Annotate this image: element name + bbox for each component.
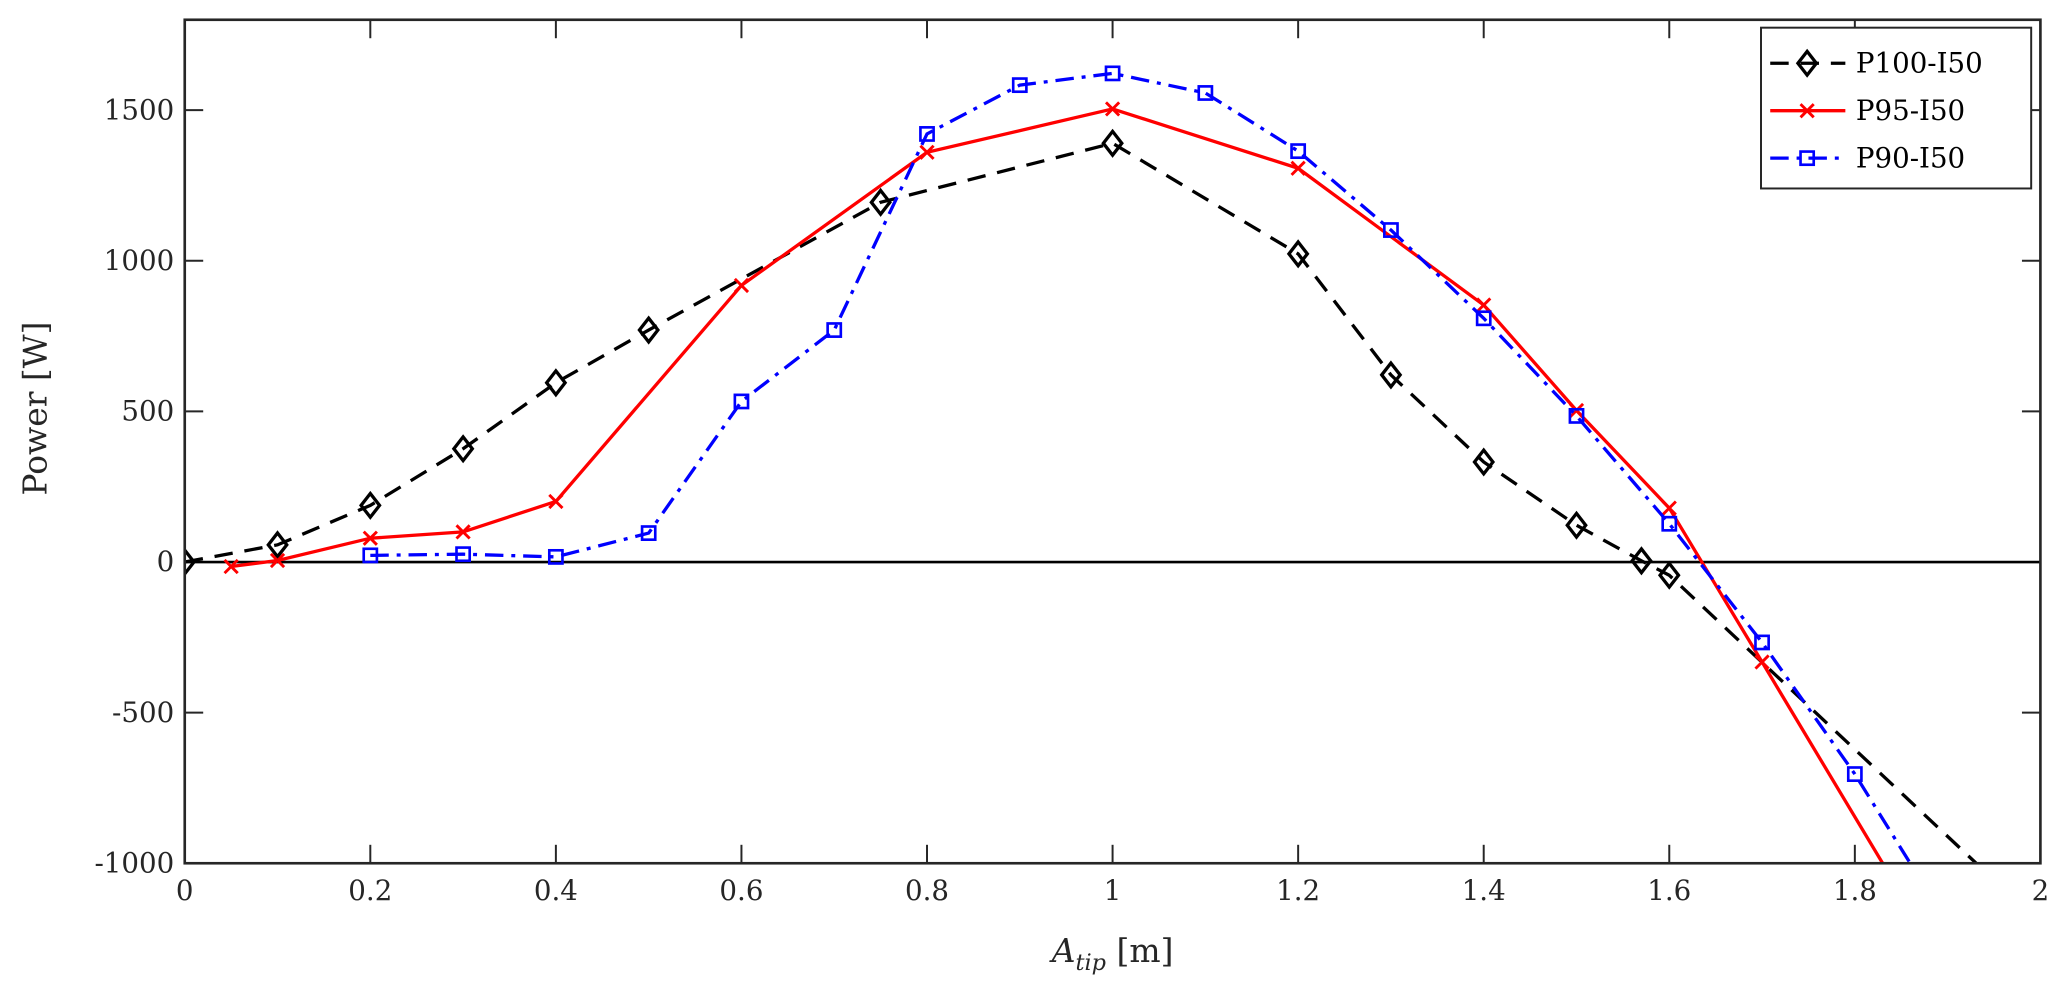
x-tick-label: 0.4 bbox=[534, 874, 578, 907]
x-tick-label: 2 bbox=[2032, 874, 2050, 907]
square-marker bbox=[1290, 143, 1307, 160]
legend: P100-I50 P95-I50 P90-I50 bbox=[1760, 26, 2033, 190]
x-marker-stroke bbox=[919, 144, 935, 160]
x-marker bbox=[1754, 654, 1770, 670]
diamond-marker bbox=[869, 187, 892, 217]
diamond-marker bbox=[1379, 360, 1403, 390]
legend-entry: P90-I50 bbox=[1770, 141, 1965, 174]
diamond-marker bbox=[1565, 510, 1588, 540]
y-tick-label: -1000 bbox=[94, 846, 174, 879]
square-marker bbox=[1383, 222, 1399, 238]
series-p95-i50 bbox=[223, 101, 1885, 864]
diamond-marker bbox=[1101, 128, 1124, 158]
square-marker bbox=[1011, 77, 1028, 94]
x-marker bbox=[1661, 500, 1677, 516]
diamond-marker bbox=[266, 530, 289, 560]
diamond-marker bbox=[451, 434, 475, 464]
legend-label: P95-I50 bbox=[1856, 94, 1965, 127]
square-marker bbox=[362, 547, 379, 564]
x-tick-label: 1.6 bbox=[1647, 874, 1691, 907]
x-axis-label: Atip [m] bbox=[1049, 931, 1174, 976]
x-marker-stroke bbox=[1754, 654, 1770, 670]
y-axis-label: Power [W] bbox=[15, 321, 54, 495]
x-axis-label-unit: [m] bbox=[1106, 931, 1173, 970]
y-tick-label: 0 bbox=[157, 545, 175, 578]
x-tick-label: 0.6 bbox=[719, 874, 763, 907]
x-marker bbox=[548, 493, 564, 510]
square-marker bbox=[733, 393, 750, 410]
x-marker-stroke bbox=[1661, 500, 1677, 516]
x-marker-stroke bbox=[455, 524, 471, 540]
x-axis-label-sub: tip bbox=[1076, 950, 1107, 976]
series-line bbox=[230, 107, 1885, 864]
square-marker bbox=[640, 525, 657, 541]
diamond-marker bbox=[1472, 447, 1496, 477]
square-marker bbox=[547, 548, 564, 565]
diamond-marker bbox=[637, 315, 660, 345]
x-tick-label: 0 bbox=[176, 874, 194, 907]
x-marker bbox=[223, 558, 239, 575]
x-axis-label-main: A bbox=[1049, 931, 1076, 970]
square-marker bbox=[826, 322, 843, 338]
diamond-marker bbox=[184, 547, 197, 577]
diamond-marker bbox=[1286, 239, 1310, 269]
x-marker-stroke bbox=[733, 277, 750, 294]
square-marker bbox=[1197, 85, 1214, 101]
diamond-marker bbox=[544, 368, 568, 398]
y-axis-ticks: -1000 -500 0 500 1000 1500 bbox=[94, 93, 2041, 879]
square-marker bbox=[1754, 634, 1770, 651]
square-marker bbox=[1104, 65, 1121, 82]
axes-box bbox=[183, 18, 2042, 865]
x-marker-stroke bbox=[223, 558, 239, 575]
square-marker bbox=[1846, 766, 1863, 782]
y-tick-label: 1000 bbox=[104, 244, 174, 277]
square-marker bbox=[1799, 150, 1816, 167]
x-tick-label: 1.8 bbox=[1833, 874, 1877, 907]
x-marker-stroke bbox=[1799, 103, 1815, 119]
x-marker-stroke bbox=[548, 493, 564, 510]
series-line bbox=[370, 71, 1913, 864]
legend-label: P100-I50 bbox=[1856, 46, 1983, 79]
x-tick-label: 1 bbox=[1104, 874, 1122, 907]
x-marker bbox=[1290, 160, 1306, 176]
y-tick-label: -500 bbox=[112, 696, 174, 729]
legend-entry: P95-I50 bbox=[1770, 94, 1965, 127]
x-marker bbox=[455, 524, 471, 540]
x-marker-stroke bbox=[269, 552, 286, 569]
x-marker bbox=[919, 144, 935, 160]
x-marker bbox=[269, 552, 286, 569]
x-tick-label: 1.4 bbox=[1462, 874, 1506, 907]
square-marker bbox=[1568, 407, 1585, 424]
x-tick-label: 1.2 bbox=[1276, 874, 1320, 907]
x-tick-label: 0.8 bbox=[905, 874, 949, 907]
diamond-marker bbox=[358, 490, 382, 520]
x-marker-stroke bbox=[1104, 101, 1121, 117]
x-marker-stroke bbox=[1290, 160, 1306, 176]
x-marker bbox=[1476, 297, 1492, 313]
square-marker bbox=[1475, 310, 1492, 327]
x-marker-stroke bbox=[1476, 297, 1492, 313]
y-tick-label: 500 bbox=[121, 395, 174, 428]
series-p100-i50 bbox=[184, 128, 1979, 864]
y-tick-label: 1500 bbox=[104, 93, 174, 126]
series-p90-i50 bbox=[362, 65, 1913, 864]
square-marker bbox=[455, 546, 472, 563]
x-marker bbox=[1104, 101, 1121, 117]
x-axis-ticks: 0 0.2 0.4 0.6 0.8 1 1.2 1.4 1.6 1.8 2 bbox=[176, 19, 2050, 907]
legend-label: P90-I50 bbox=[1856, 141, 1965, 174]
x-marker-stroke bbox=[362, 530, 378, 546]
square-marker bbox=[919, 126, 935, 142]
x-marker bbox=[733, 277, 750, 294]
diamond-marker bbox=[1657, 560, 1681, 590]
x-marker bbox=[362, 530, 378, 546]
x-marker bbox=[1799, 103, 1815, 119]
legend-entry: P100-I50 bbox=[1770, 46, 1983, 79]
square-marker bbox=[1661, 515, 1678, 532]
series-group bbox=[184, 65, 1979, 864]
x-tick-label: 0.2 bbox=[348, 874, 392, 907]
diamond-marker bbox=[1795, 48, 1819, 78]
diamond-marker bbox=[1630, 546, 1653, 576]
